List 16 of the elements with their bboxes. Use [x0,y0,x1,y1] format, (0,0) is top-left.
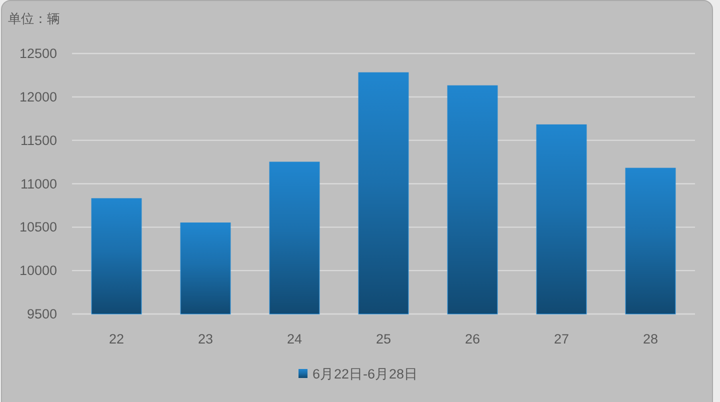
x-tick-label: 27 [554,332,570,346]
y-tick-label: 10500 [19,220,57,235]
x-tick-label: 25 [376,332,392,346]
y-tick-label: 11000 [20,176,57,192]
y-tick-label: 12000 [19,89,57,104]
y-tick-label: 9500 [26,306,57,322]
legend-label: 6月22日-6月28日 [312,366,418,382]
x-tick-label: 24 [286,332,302,346]
x-tick-label: 26 [464,332,480,346]
y-tick-label: 12500 [19,46,57,61]
y-tick-label: 10000 [19,263,57,278]
x-tick-label: 22 [108,332,124,346]
x-tick-label: 28 [642,332,658,346]
x-tick-label: 23 [198,332,214,346]
y-tick-label: 11500 [20,132,57,148]
y-axis-title: 单位：辆 [8,11,60,26]
